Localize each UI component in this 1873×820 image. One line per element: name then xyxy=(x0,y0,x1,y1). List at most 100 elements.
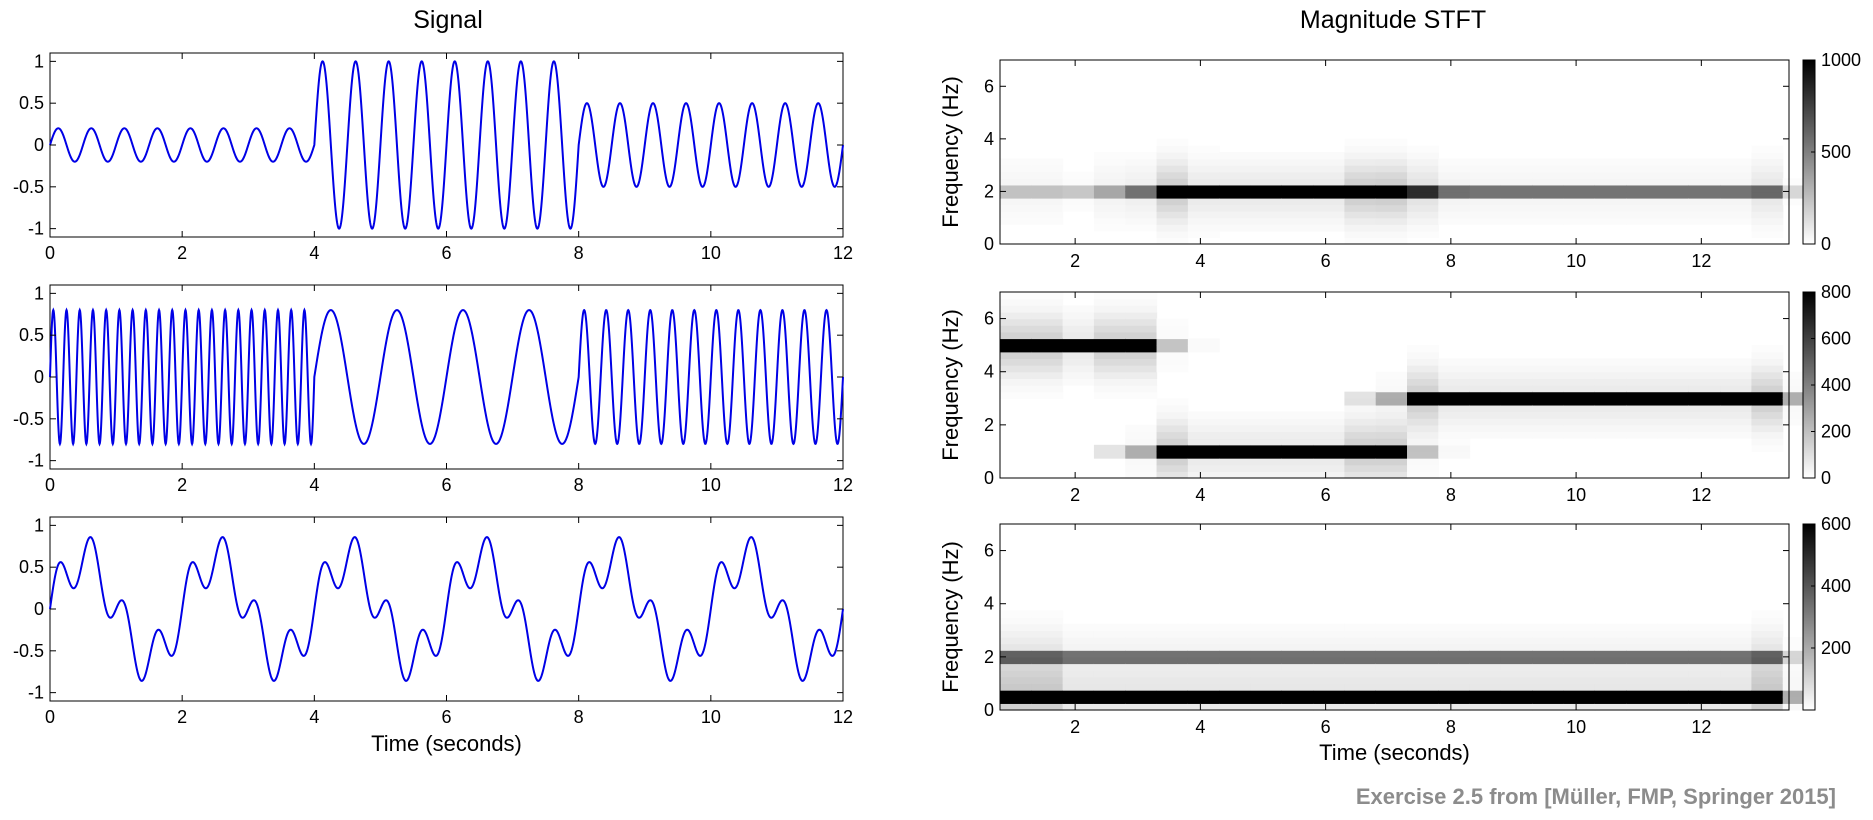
x-tick-label: 4 xyxy=(1195,251,1205,271)
stft-cell xyxy=(1626,623,1659,631)
stft-cell xyxy=(1438,418,1471,426)
stft-cell xyxy=(1375,391,1408,399)
x-tick-label: 2 xyxy=(177,707,187,727)
stft-cell xyxy=(1751,650,1784,658)
stft-cell xyxy=(1156,643,1189,651)
stft-cell xyxy=(1407,683,1439,691)
stft-cell xyxy=(1594,636,1627,645)
y-tick-label: 4 xyxy=(984,129,994,149)
stft-cell xyxy=(1407,184,1439,193)
stft-cell xyxy=(1125,663,1158,671)
stft-cell xyxy=(1344,191,1377,199)
stft-cell xyxy=(1125,623,1158,631)
stft-cell xyxy=(1469,431,1502,439)
stft-cell xyxy=(1344,404,1377,413)
stft-cell xyxy=(1657,703,1690,711)
colorbar-tick-label: 800 xyxy=(1821,282,1851,302)
stft-cell xyxy=(1407,696,1439,704)
stft-cell xyxy=(1594,424,1627,433)
y-tick-label: -1 xyxy=(28,219,44,239)
stft-cell xyxy=(1344,391,1377,399)
y-tick-label: 0.5 xyxy=(19,325,44,345)
stft-cell xyxy=(1313,636,1346,645)
stft-cell xyxy=(1156,438,1189,446)
stft-cell xyxy=(1375,204,1408,212)
stft-cell xyxy=(1500,650,1533,658)
stft-cell xyxy=(1407,630,1439,638)
stft-cell xyxy=(1125,703,1158,711)
stft-cell xyxy=(1375,404,1408,413)
stft-cell xyxy=(1281,418,1314,426)
stft-cell xyxy=(1688,404,1721,413)
stft-cell xyxy=(1375,683,1408,691)
stft-cell xyxy=(1062,690,1095,698)
stft-cell xyxy=(1407,663,1439,671)
stft-title: Magnitude STFT xyxy=(1300,6,1486,34)
stft-cell xyxy=(1438,424,1471,433)
stft-cell xyxy=(1125,451,1158,459)
stft-cell xyxy=(1782,184,1815,193)
stft-cell xyxy=(1594,404,1627,413)
stft-cell xyxy=(1657,643,1690,651)
stft-cell xyxy=(1313,676,1346,685)
x-tick-label: 10 xyxy=(701,243,721,263)
stft-cell xyxy=(1720,663,1753,671)
stft-cell xyxy=(1657,158,1690,166)
stft-cell xyxy=(1563,178,1596,186)
stft-cell xyxy=(1031,670,1064,678)
stft-cell xyxy=(1469,676,1502,685)
stft-cell xyxy=(1344,224,1377,232)
stft-cell xyxy=(1031,345,1064,353)
stft-cell xyxy=(1219,211,1252,219)
stft-cell xyxy=(1375,451,1408,459)
stft-cell xyxy=(1219,656,1252,665)
stft-cell xyxy=(1407,365,1439,373)
stft-cell xyxy=(1250,158,1283,166)
stft-cell xyxy=(1250,650,1283,658)
stft-cell xyxy=(1313,643,1346,651)
stft-cell xyxy=(1594,663,1627,671)
stft-cell xyxy=(1407,656,1439,665)
stft-cell xyxy=(1532,676,1565,685)
stft-cell xyxy=(1093,683,1126,691)
stft-cell xyxy=(1657,171,1690,179)
colorbar-tick-label: 400 xyxy=(1821,576,1851,596)
stft-cell xyxy=(1281,165,1314,173)
stft-cell xyxy=(1720,385,1753,393)
stft-cell xyxy=(1313,663,1346,671)
stft-cell xyxy=(1281,670,1314,678)
stft-cell xyxy=(1688,204,1721,212)
stft-cell xyxy=(1250,703,1283,711)
stft-cell xyxy=(1281,683,1314,691)
stft-cell xyxy=(1469,411,1502,419)
stft-cell xyxy=(1626,670,1659,678)
stft-cell xyxy=(1281,656,1314,665)
stft-cell xyxy=(1250,224,1283,232)
stft-cell xyxy=(1657,623,1690,631)
stft-cell xyxy=(1782,391,1815,399)
stft-cell xyxy=(1626,178,1659,186)
x-tick-label: 8 xyxy=(1446,717,1456,737)
stft-cell xyxy=(1281,458,1314,466)
stft-cell xyxy=(1782,670,1815,678)
signal-title: Signal xyxy=(413,6,483,34)
stft-cell xyxy=(1156,184,1189,193)
colorbar-tick-label: 400 xyxy=(1821,375,1851,395)
stft-cell xyxy=(1125,171,1158,179)
stft-cell xyxy=(1187,211,1220,219)
stft-cell xyxy=(1031,298,1064,306)
stft-cell xyxy=(1125,305,1158,313)
stft-cell xyxy=(1093,451,1126,459)
stft-cell xyxy=(1782,636,1815,645)
stft-cell xyxy=(1407,650,1439,658)
stft-cell xyxy=(1438,623,1471,631)
stft-cell xyxy=(1000,690,1032,698)
stft-cell xyxy=(1688,365,1721,373)
stft-cell xyxy=(1062,191,1095,199)
stft-cell xyxy=(1720,630,1753,638)
stft-cell xyxy=(1156,138,1189,147)
stft-cell xyxy=(1125,444,1158,453)
stft-cell xyxy=(1657,217,1690,225)
stft-cell xyxy=(1563,656,1596,665)
stft-cell xyxy=(1438,391,1471,399)
